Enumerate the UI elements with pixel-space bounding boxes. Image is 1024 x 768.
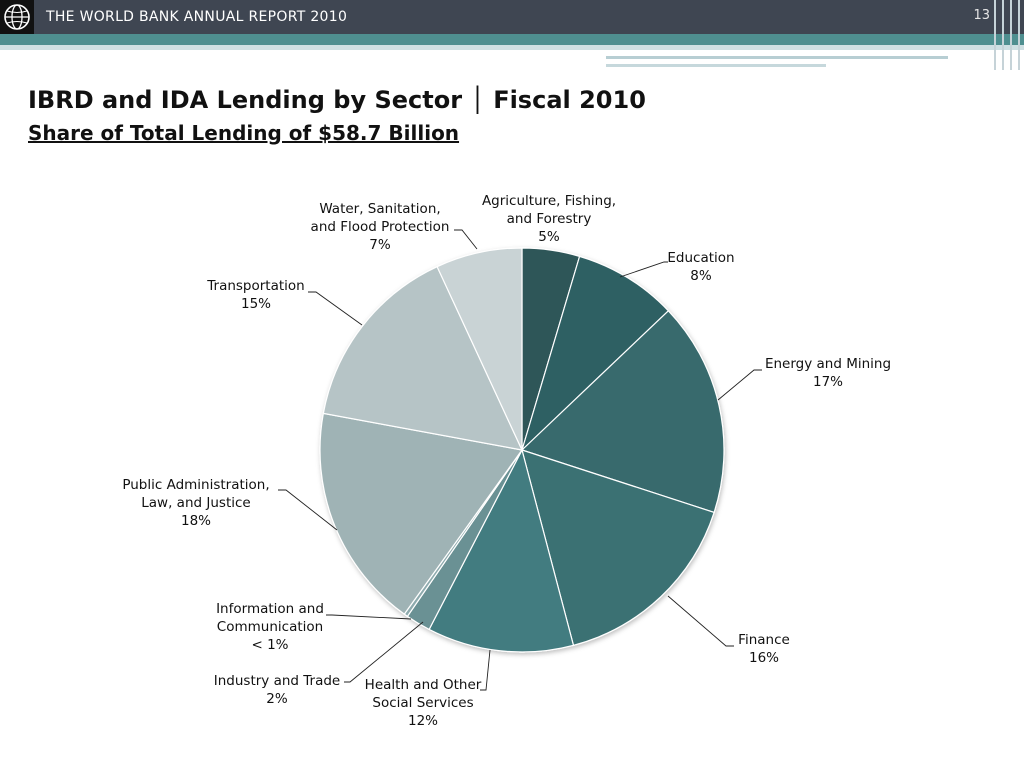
slice-name-label: Education	[667, 250, 734, 266]
leader-line	[344, 621, 424, 683]
pie-slice	[428, 448, 575, 653]
slice-value-label: 17%	[813, 374, 843, 390]
world-bank-logo	[0, 0, 34, 34]
slice-value-label: 8%	[690, 268, 712, 284]
slice-name-label: Information and	[216, 601, 324, 617]
globe-icon	[4, 4, 30, 30]
slice-label: Information and Communication < 1%	[216, 601, 324, 653]
slice-value-label: 16%	[749, 650, 779, 666]
slide-subtitle: Share of Total Lending of $58.7 Billion	[28, 121, 460, 145]
pie-slice	[520, 255, 670, 452]
slice-value-label: 7%	[369, 237, 391, 253]
slice-label: Finance 16%	[738, 632, 790, 666]
leader-line	[480, 649, 491, 691]
leader-line	[278, 489, 338, 531]
slice-name-label: Communication	[217, 619, 323, 635]
slice-name-label: Law, and Justice	[141, 495, 250, 511]
leader-line	[619, 261, 668, 278]
slice-value-label: 18%	[181, 513, 211, 529]
header-band-light	[0, 45, 1024, 50]
report-title: THE WORLD BANK ANNUAL REPORT 2010	[46, 9, 348, 25]
slice-value-label: 2%	[266, 691, 288, 707]
slice-value-label: 15%	[241, 296, 271, 312]
header-band	[0, 34, 1024, 45]
slice-name-label: and Flood Protection	[311, 219, 450, 235]
leader-line	[308, 291, 363, 326]
slice-label: Public Administration, Law, and Justice 18…	[122, 477, 269, 529]
pie-slice	[436, 247, 523, 451]
pie-slice	[322, 265, 524, 451]
slice-name-label: Public Administration,	[122, 477, 269, 493]
leader-line	[717, 369, 762, 401]
slice-name-label: Social Services	[372, 695, 473, 711]
decorative-line	[606, 64, 826, 67]
page-number: 13	[973, 8, 990, 23]
slice-label: Transportation 15%	[206, 278, 304, 312]
slice-label: Health and Other Social Services 12%	[365, 677, 482, 729]
slice-name-label: Transportation	[206, 278, 304, 294]
decorative-stripe	[1018, 0, 1020, 70]
decorative-stripe	[994, 0, 996, 70]
leader-line	[326, 614, 412, 620]
slice-name-label: and Forestry	[507, 211, 592, 227]
slice-name-label: Health and Other	[365, 677, 482, 693]
slice-label: Education 8%	[667, 250, 734, 284]
slide-title: IBRD and IDA Lending by Sector │ Fiscal …	[28, 86, 646, 114]
pie-slice	[319, 412, 524, 615]
slice-value-label: 5%	[538, 229, 560, 245]
slice-name-label: Finance	[738, 632, 790, 648]
decorative-stripe	[1010, 0, 1012, 70]
slice-name-label: Energy and Mining	[765, 356, 891, 372]
slice-name-label: Water, Sanitation,	[319, 201, 440, 217]
decorative-stripe	[1002, 0, 1004, 70]
slice-name-label: Industry and Trade	[214, 673, 340, 689]
leader-line	[667, 595, 734, 647]
pie-slice	[521, 449, 715, 647]
header-bar	[0, 0, 1024, 34]
slice-label: Energy and Mining 17%	[765, 356, 891, 390]
slice-value-label: < 1%	[251, 637, 288, 653]
slice-label: Water, Sanitation, and Flood Protection 7%	[311, 201, 450, 253]
slice-value-label: 12%	[408, 713, 438, 729]
slice-label: Industry and Trade 2%	[214, 673, 340, 707]
pie-slice	[520, 309, 725, 514]
slice-label: Agriculture, Fishing, and Forestry 5%	[482, 193, 616, 245]
decorative-line	[606, 56, 948, 59]
slice-name-label: Agriculture, Fishing,	[482, 193, 616, 209]
leader-line	[454, 229, 478, 250]
